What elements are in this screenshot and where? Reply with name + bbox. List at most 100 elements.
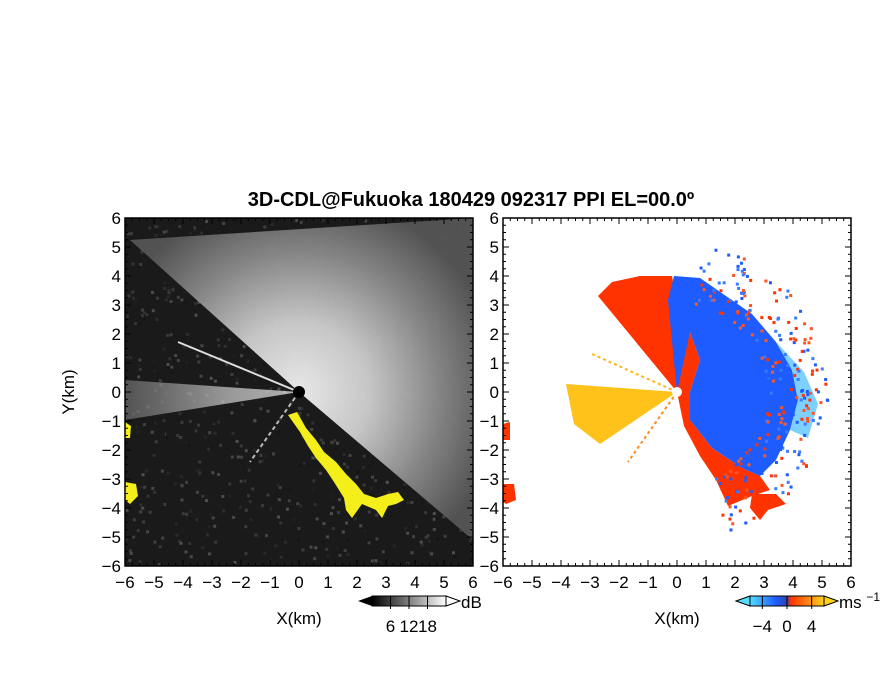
velocity-speckle [811, 418, 815, 422]
snr-speckle [242, 345, 246, 349]
velocity-x-axis-label: X(km) [654, 609, 699, 628]
snr-speckle [313, 456, 317, 460]
velocity-speckle [777, 360, 781, 364]
snr-speckle [325, 453, 329, 457]
velocity-speckle [785, 295, 789, 299]
velocity-speckle [769, 499, 773, 503]
snr-speckle [331, 506, 335, 510]
snr-speckle [315, 517, 319, 521]
velocity-speckle [820, 367, 824, 371]
snr-speckle [426, 501, 430, 505]
snr-beam-streak-sw [249, 391, 300, 463]
velocity-speckle [731, 466, 735, 470]
snr-speckle [132, 540, 136, 544]
snr-speckle [213, 379, 217, 383]
snr-y-axis-label: Y(km) [59, 369, 78, 414]
snr-speckle [151, 486, 155, 490]
snr-speckle [367, 510, 371, 514]
velocity-speckle [802, 408, 806, 412]
velocity-speckle [803, 341, 807, 345]
velocity-speckle [784, 413, 788, 417]
velocity-speckle [727, 253, 731, 257]
snr-speckle [346, 465, 350, 469]
snr-speckle [263, 362, 267, 366]
snr-speckle [174, 522, 178, 526]
snr-speckle [189, 231, 193, 235]
snr-speckle [371, 493, 375, 497]
snr-speckle [251, 487, 255, 491]
colorbar-tick-label: 4 [807, 617, 816, 636]
snr-echo-west-wedge [125, 380, 299, 420]
snr-speckle [406, 531, 410, 535]
velocity-speckle [811, 369, 815, 373]
velocity-speckle [798, 450, 802, 454]
snr-speckle [318, 471, 322, 475]
velocity-colorbar-right-arrow [823, 595, 840, 607]
velocity-speckle [755, 443, 759, 447]
snr-speckle [188, 541, 192, 545]
snr-speckle [179, 436, 183, 440]
snr-speckle [314, 546, 318, 550]
snr-speckle [331, 494, 335, 498]
snr-speckle [426, 534, 430, 538]
velocity-speckle [701, 303, 705, 307]
snr-speckle [342, 453, 346, 457]
velocity-speckle [778, 333, 782, 337]
colorbar-tick-label: 6 [386, 617, 395, 636]
snr-speckle [255, 529, 259, 533]
snr-speckle [182, 345, 186, 349]
snr-speckle [403, 503, 407, 507]
snr-speckle [279, 555, 283, 559]
snr-speckle [374, 513, 378, 517]
snr-speckle [207, 524, 211, 528]
velocity-speckle [742, 291, 746, 295]
snr-speckle [197, 360, 201, 364]
snr-speckle [138, 367, 142, 371]
snr-speckle [207, 447, 211, 451]
snr-speckle [209, 513, 213, 517]
snr-speckle [363, 529, 367, 533]
snr-speckle [468, 538, 472, 542]
velocity-speckle [766, 420, 770, 424]
velocity-speckle [740, 269, 744, 273]
snr-speckle [424, 535, 428, 539]
snr-speckle [176, 440, 180, 444]
snr-speckle [204, 481, 208, 485]
velocity-speckle [745, 274, 749, 278]
snr-speckle [146, 494, 150, 498]
snr-speckle [221, 495, 225, 499]
snr-speckle [198, 460, 202, 464]
snr-speckle [139, 263, 143, 267]
velocity-speckle [749, 487, 753, 491]
velocity-speckle [708, 277, 712, 281]
snr-speckle [248, 500, 252, 504]
snr-speckle [296, 538, 300, 542]
velocity-fast-approaching-fringe [776, 342, 818, 438]
velocity-speckle [752, 516, 756, 520]
snr-beam-streak-nw [177, 341, 300, 393]
velocity-speckle [700, 283, 704, 287]
snr-speckle [250, 369, 254, 373]
snr-speckle [256, 535, 260, 539]
snr-speckle [188, 517, 192, 521]
velocity-speckle [789, 331, 793, 335]
snr-speckle [175, 533, 179, 537]
snr-speckle [129, 232, 133, 236]
velocity-speckle [749, 489, 753, 493]
snr-speckle [297, 527, 301, 531]
velocity-speckle [745, 488, 749, 492]
colorbar-tick-label: −4 [753, 617, 772, 636]
velocity-speckle [733, 320, 737, 324]
velocity-speckle [813, 363, 817, 367]
x-tick-label: 2 [352, 573, 361, 592]
velocity-speckle [825, 398, 829, 402]
snr-speckle [252, 448, 256, 452]
snr-speckle [225, 362, 229, 366]
velocity-speckle [699, 266, 703, 270]
snr-speckle [364, 219, 368, 223]
snr-speckle [152, 454, 156, 458]
velocity-speckle [729, 513, 733, 517]
velocity-speckle [777, 427, 781, 431]
y-tick-label: 4 [112, 267, 121, 286]
